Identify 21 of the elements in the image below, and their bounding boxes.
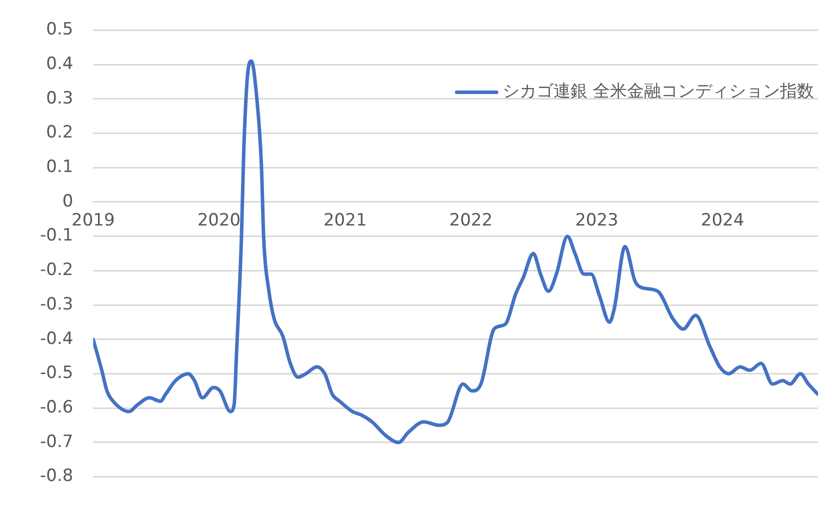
y-tick-label: 0.4 <box>46 54 74 74</box>
y-tick-label: -0.3 <box>40 294 74 314</box>
y-tick-label: -0.5 <box>40 363 74 384</box>
y-tick-label: -0.7 <box>40 432 74 452</box>
x-tick-label: 2019 <box>72 210 115 231</box>
legend-label: シカゴ連銀 全米金融コンディション指数 <box>502 82 814 102</box>
y-tick-label: 0.1 <box>46 157 74 178</box>
x-tick-label: 2020 <box>197 210 241 231</box>
x-tick-label: 2021 <box>323 210 367 231</box>
y-tick-label: -0.1 <box>40 226 74 246</box>
x-tick-label: 2023 <box>575 210 618 231</box>
x-tick-label: 2022 <box>449 210 493 231</box>
y-tick-label: 0.2 <box>46 122 74 143</box>
y-tick-label: 0.5 <box>46 20 74 40</box>
y-tick-label: -0.4 <box>40 328 74 349</box>
y-tick-label: 0.3 <box>46 88 74 108</box>
y-tick-label: -0.6 <box>40 398 74 418</box>
x-tick-label: 2024 <box>700 210 744 231</box>
y-tick-label: -0.8 <box>40 466 74 486</box>
y-tick-label: 0 <box>62 191 74 212</box>
y-tick-label: -0.2 <box>40 260 74 280</box>
